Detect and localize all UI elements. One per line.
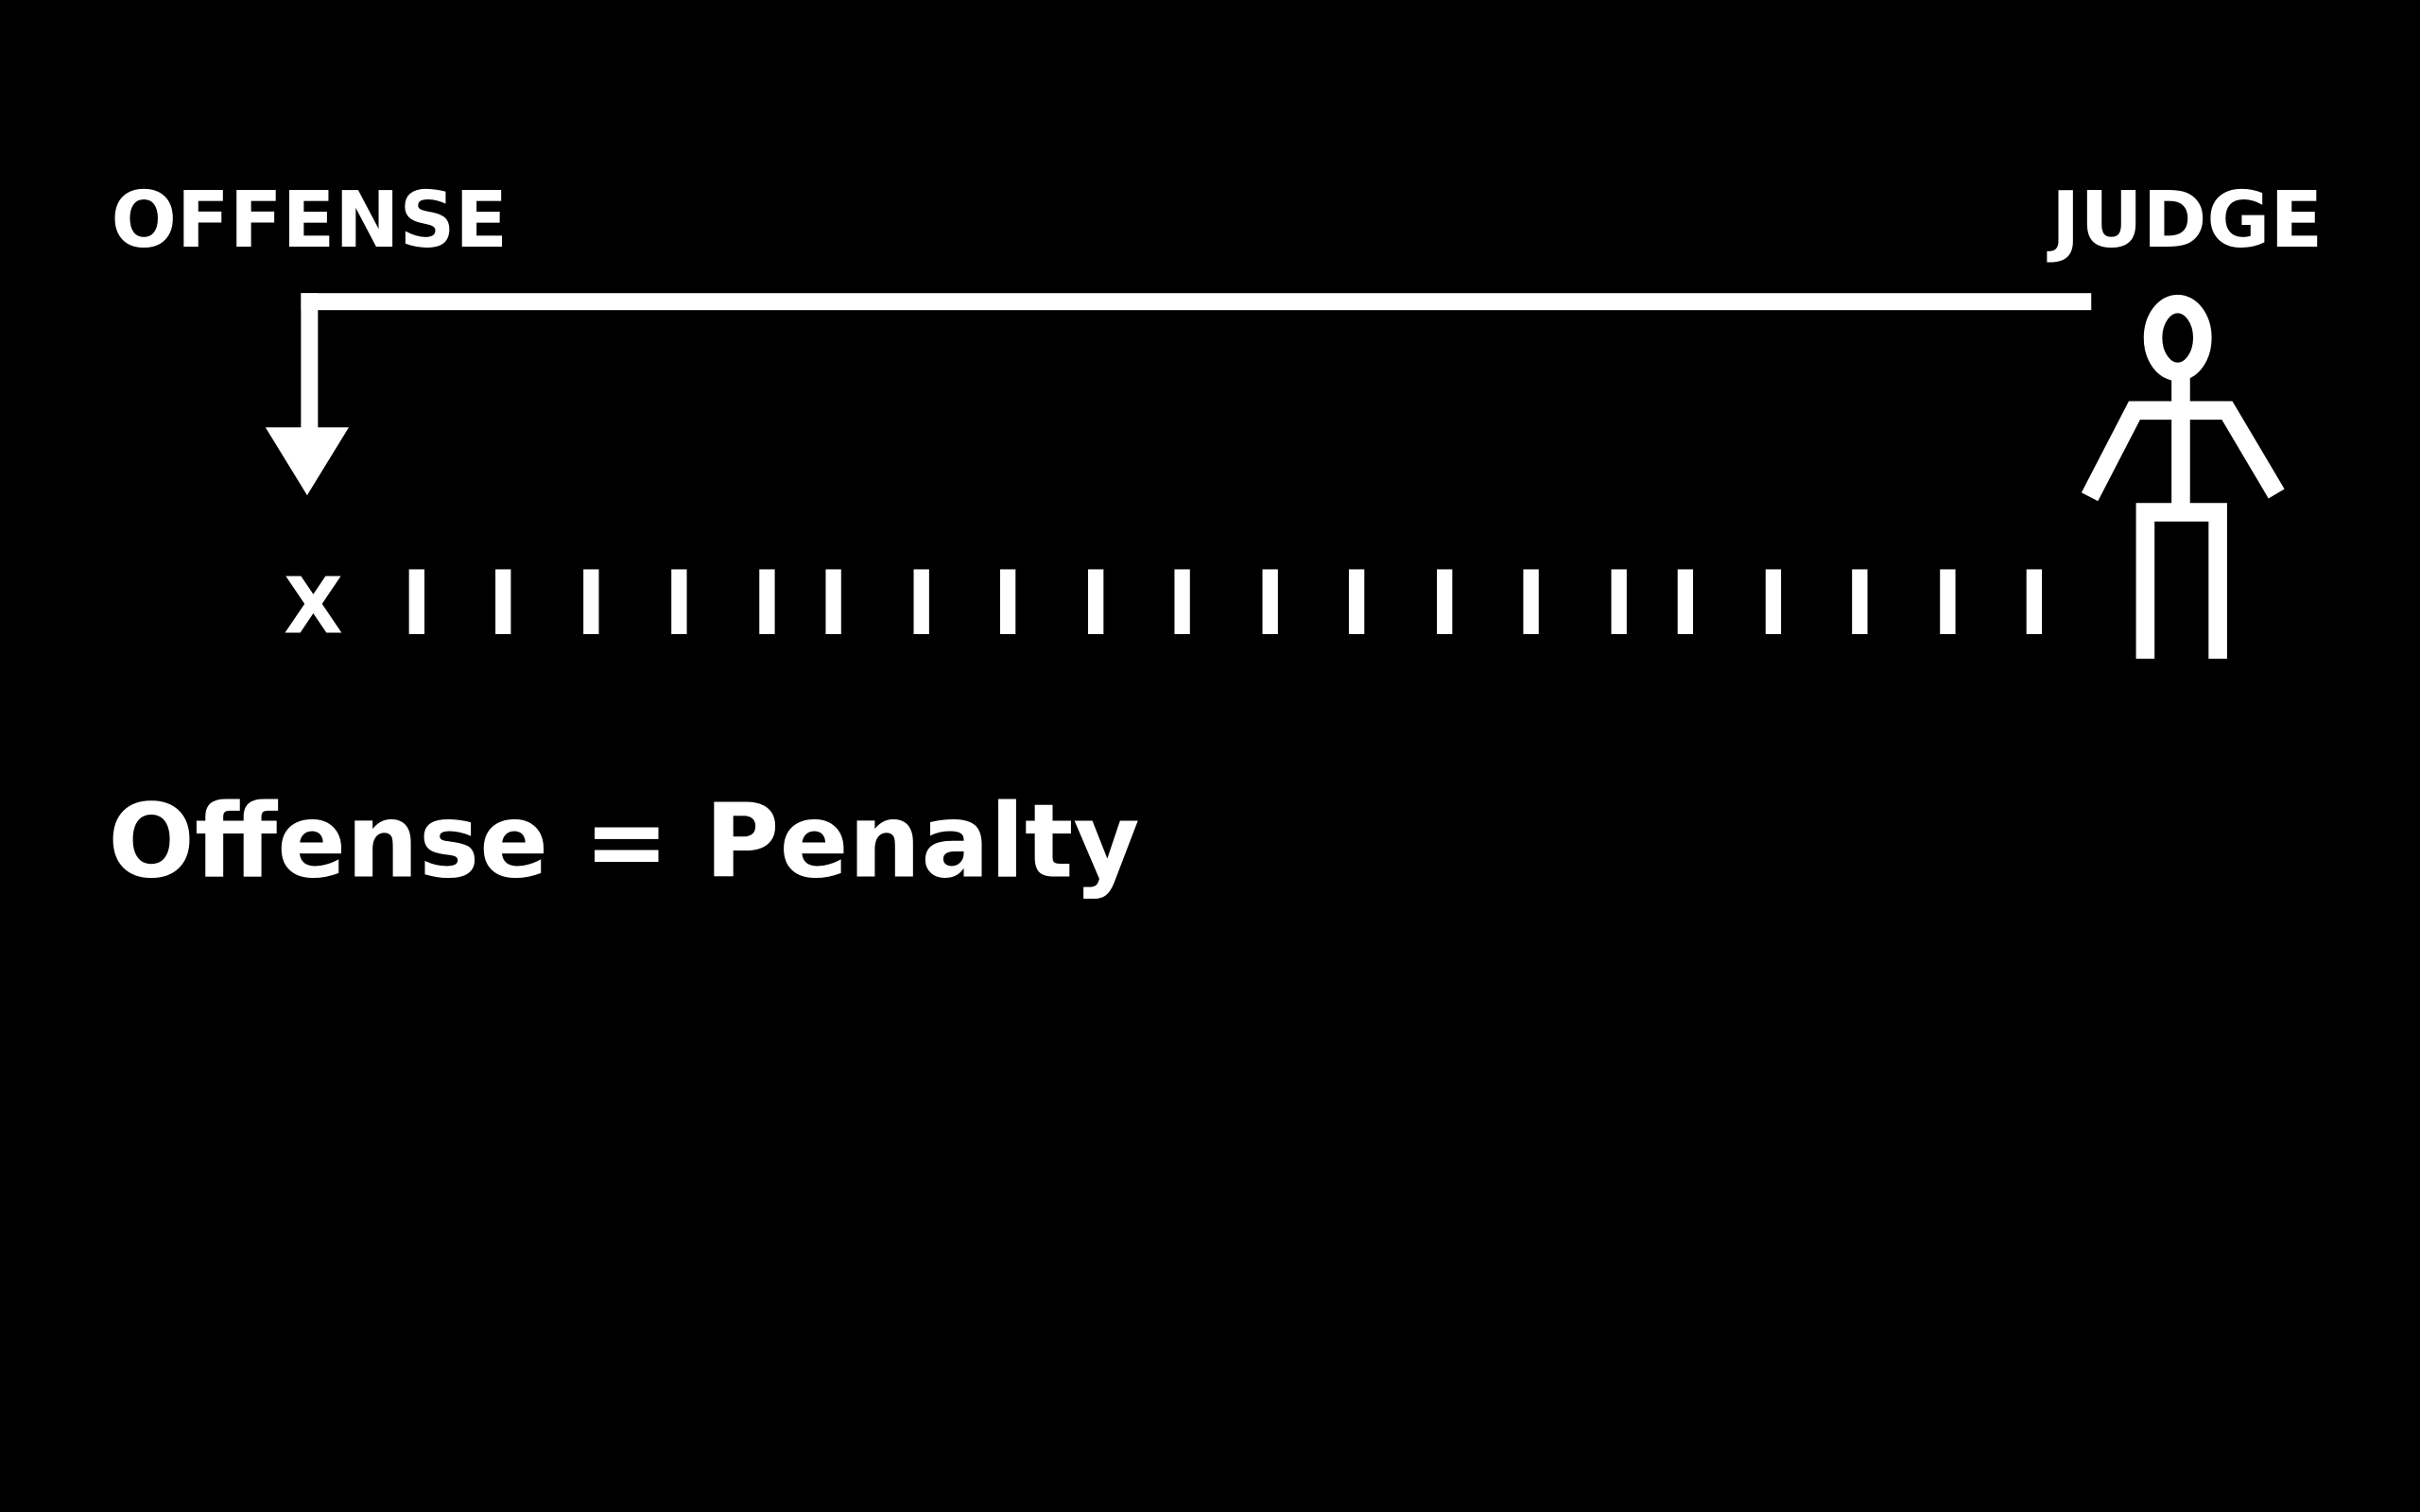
tick-mark — [759, 569, 775, 635]
tick-mark — [1852, 569, 1868, 635]
tick-mark — [495, 569, 511, 635]
tick-mark — [1940, 569, 1956, 635]
tick-mark — [1088, 569, 1104, 635]
tick-mark — [671, 569, 687, 635]
distance-ticks — [408, 569, 2042, 635]
tick-mark — [1348, 569, 1365, 635]
tick-mark — [1765, 569, 1782, 635]
tick-mark — [1523, 569, 1539, 635]
start-marker: X — [284, 561, 343, 651]
tick-mark — [1677, 569, 1694, 635]
arrow-down-icon — [265, 293, 2092, 496]
tick-mark — [408, 569, 424, 635]
stick-figure-icon — [2081, 294, 2285, 660]
tick-mark — [1262, 569, 1278, 635]
tick-mark — [1611, 569, 1627, 635]
tick-mark — [1174, 569, 1190, 635]
tick-mark — [913, 569, 929, 635]
judge-label: JUDGE — [2047, 176, 2323, 266]
tick-mark — [999, 569, 1016, 635]
tick-mark — [2026, 569, 2042, 635]
equation-text: Offense = Penalty — [108, 782, 1139, 901]
offense-label: OFFENSE — [112, 176, 509, 266]
tick-mark — [583, 569, 599, 635]
tick-mark — [1437, 569, 1453, 635]
tick-mark — [825, 569, 841, 635]
